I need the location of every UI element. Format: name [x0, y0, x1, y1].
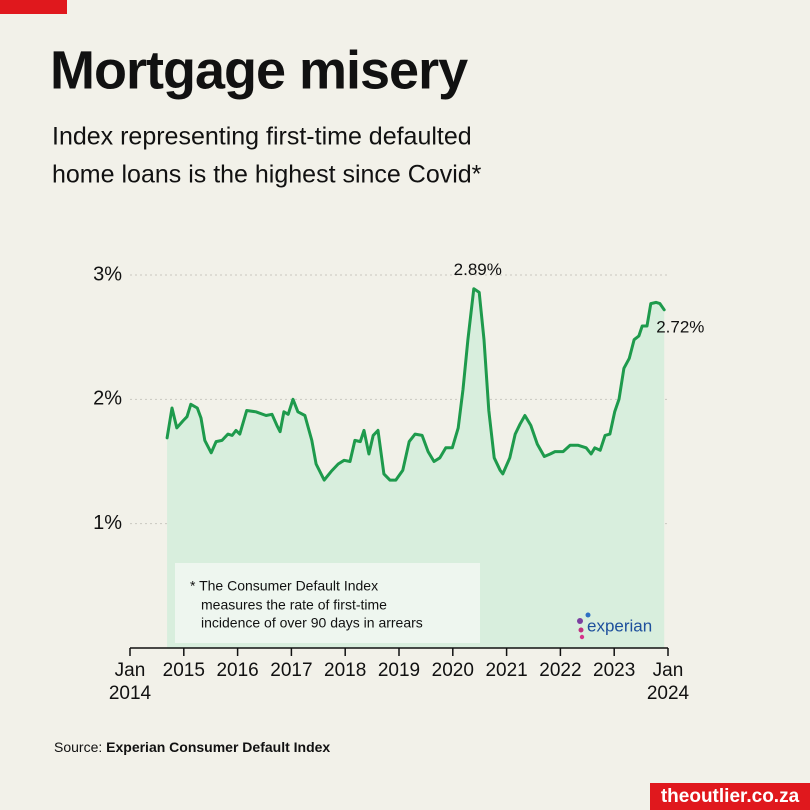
note: incidence of over 90 days in arrears	[201, 615, 423, 631]
x-tick-label: 2021	[485, 660, 528, 681]
x-tick-label: 2020	[431, 660, 474, 681]
x-tick-label: 2019	[377, 660, 421, 681]
x-tick-label: 2018	[324, 660, 367, 681]
x-tick-label: 2023	[593, 660, 636, 681]
source: Experian Consumer Default Index	[106, 739, 330, 755]
y-tick-label: 2%	[93, 388, 122, 410]
note-box	[175, 563, 480, 643]
plot: 1% 2% 3% 2.89% 2.72%	[93, 260, 704, 656]
value-label: 2.89%	[454, 260, 502, 279]
x-tick-label: 2015	[162, 660, 205, 681]
accent-bar	[0, 0, 67, 14]
brand-box	[650, 783, 810, 810]
note: * The Consumer Default Index	[190, 578, 378, 594]
x-tick-label: Jan 2014	[108, 660, 152, 704]
brand: theoutlier.co.za	[661, 786, 800, 807]
line	[165, 287, 666, 482]
note: measures the rate of first-time	[201, 597, 387, 613]
x-tick-label: Jan 2024	[646, 660, 690, 704]
source-label: Source:	[54, 739, 102, 755]
x-tick-label: 2016	[216, 660, 259, 681]
value-label: 2.72%	[656, 317, 704, 336]
source-label: Source: Experian Consumer Default Index	[54, 739, 330, 755]
x-tick-label: 2017	[270, 660, 313, 681]
x-tick-label: 2022	[539, 660, 582, 681]
logo: experian	[587, 616, 652, 635]
y-tick-label: 1%	[93, 512, 122, 534]
subtitle: Index representing first-time defaulted	[52, 123, 472, 151]
chart-title: Mortgage misery	[50, 40, 468, 100]
area	[167, 288, 665, 648]
subtitle: home loans is the highest since Covid*	[52, 161, 482, 189]
y-tick-label: 3%	[93, 263, 122, 285]
logo-dots	[577, 612, 591, 640]
